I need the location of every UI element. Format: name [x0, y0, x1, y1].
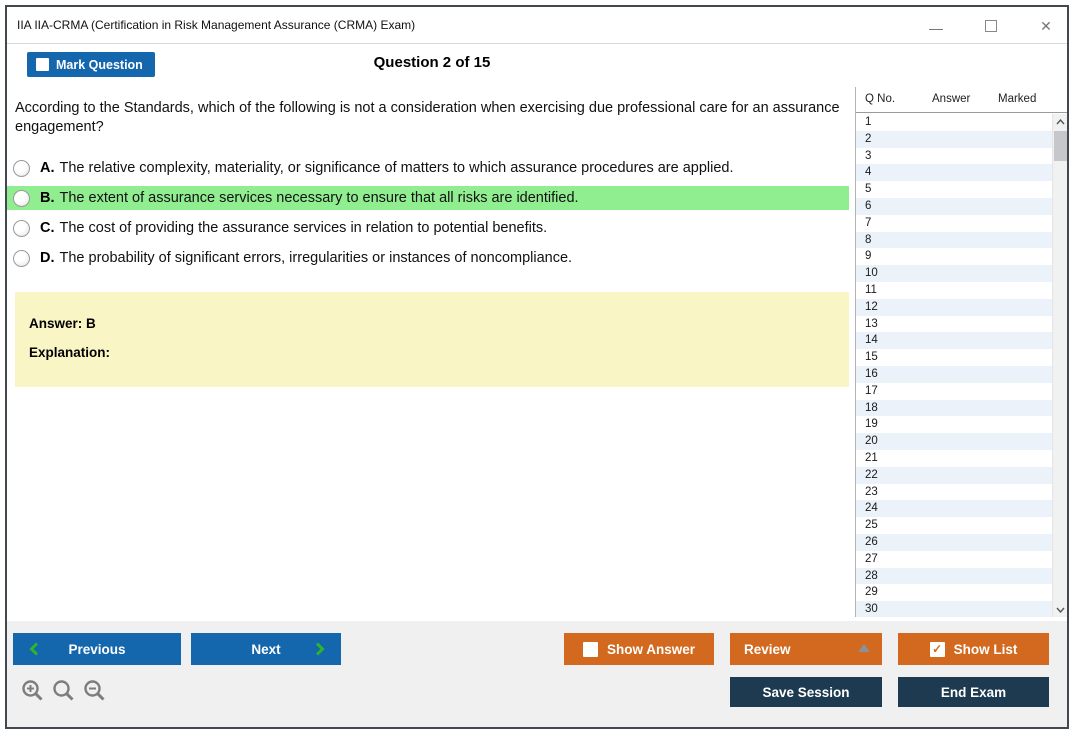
question-counter: Question 2 of 15 [373, 54, 491, 71]
question-list-row[interactable]: 29 [865, 586, 878, 599]
show-answer-label: Show Answer [606, 641, 695, 657]
question-list-row[interactable]: 3 [865, 149, 872, 162]
zoom-in-icon[interactable] [21, 679, 45, 703]
question-list-row[interactable]: 6 [856, 197, 1052, 215]
question-list-row[interactable]: 13 [865, 317, 878, 330]
zoom-out-icon[interactable] [83, 679, 107, 703]
column-answer: Answer [932, 93, 971, 105]
question-list-rows: 1 2 3 4 5 6 7 8 9 10 11 12 13 14 15 16 17 18 19 20 21 22 23 24 2… [856, 114, 1052, 617]
option-letter: C. [40, 220, 55, 236]
question-list-row[interactable]: 4 [856, 164, 1052, 182]
answer-label: Answer: B [29, 316, 96, 331]
option-letter: A. [40, 160, 55, 176]
close-icon[interactable]: ✕ [1040, 17, 1052, 34]
exam-window: IIA IIA-CRMA (Certification in Risk Mana… [5, 5, 1069, 729]
answer-option[interactable]: A. The relative complexity, materiality,… [7, 156, 849, 180]
question-list-row[interactable]: 7 [865, 216, 872, 229]
chevron-right-icon [315, 642, 325, 659]
question-list-row[interactable]: 2 [856, 130, 1052, 148]
option-letter: D. [40, 250, 55, 266]
question-list-row[interactable]: 19 [865, 418, 878, 431]
mark-question-button[interactable]: Mark Question [27, 52, 155, 77]
option-letter: B. [40, 190, 55, 206]
titlebar: IIA IIA-CRMA (Certification in Risk Mana… [7, 7, 1067, 44]
end-exam-label: End Exam [940, 684, 1007, 700]
scrollbar-thumb[interactable] [1054, 131, 1067, 161]
previous-button[interactable]: Previous [13, 633, 181, 665]
show-list-checkbox-icon[interactable]: ✓ [929, 641, 945, 657]
question-list-row[interactable]: 14 [856, 332, 1052, 350]
save-session-label: Save Session [762, 684, 850, 700]
options-list: A. The relative complexity, materiality,… [7, 156, 855, 276]
option-text: The cost of providing the assurance serv… [59, 220, 548, 236]
footer-bar: Previous Next Show Answer Review ✓ Show … [7, 621, 1067, 727]
question-list-row[interactable]: 27 [865, 552, 878, 565]
question-list-row[interactable]: 1 [865, 116, 872, 128]
question-area: According to the Standards, which of the… [7, 82, 855, 617]
chevron-left-icon [29, 642, 39, 659]
question-list-row[interactable]: 23 [865, 485, 878, 498]
zoom-controls [21, 679, 107, 703]
question-list-row[interactable]: 9 [865, 250, 872, 263]
end-exam-button[interactable]: End Exam [898, 677, 1049, 707]
question-list-row[interactable]: 12 [856, 298, 1052, 316]
question-list-row[interactable]: 15 [865, 351, 878, 364]
previous-label: Previous [68, 641, 126, 657]
question-list-row[interactable]: 10 [856, 265, 1052, 282]
radio-icon[interactable] [13, 159, 30, 177]
answer-option[interactable]: B. The extent of assurance services nece… [7, 186, 849, 210]
scroll-up-icon[interactable] [1053, 114, 1067, 129]
question-list-row[interactable]: 26 [856, 533, 1052, 551]
scroll-down-icon[interactable] [1053, 602, 1067, 617]
radio-icon[interactable] [13, 249, 30, 267]
question-list-row[interactable]: 30 [856, 601, 1052, 617]
mark-question-label: Mark Question [56, 57, 143, 72]
dropdown-arrow-icon [858, 644, 870, 652]
answer-option[interactable]: D. The probability of significant errors… [7, 246, 849, 270]
question-list-panel: Q No. Answer Marked 1 2 3 4 5 6 7 8 9 10 11 12 13 14 1… [855, 87, 1067, 617]
mark-question-checkbox-icon[interactable] [36, 58, 49, 71]
option-text: The relative complexity, materiality, or… [59, 160, 734, 176]
answer-option[interactable]: C. The cost of providing the assurance s… [7, 216, 849, 240]
show-answer-checkbox-icon[interactable] [582, 641, 598, 657]
question-list-row[interactable]: 8 [856, 231, 1052, 249]
question-list-row[interactable]: 21 [865, 451, 878, 464]
show-answer-button[interactable]: Show Answer [564, 633, 714, 665]
window-controls: ✕ [929, 7, 1053, 44]
window-title: IIA IIA-CRMA (Certification in Risk Mana… [17, 18, 416, 32]
option-text: The extent of assurance services necessa… [59, 190, 579, 206]
next-button[interactable]: Next [191, 633, 341, 665]
question-list-row[interactable]: 28 [856, 567, 1052, 585]
radio-icon[interactable] [13, 189, 30, 207]
answer-box: Answer: B Explanation: [15, 292, 849, 387]
question-list-row[interactable]: 22 [856, 466, 1052, 484]
maximize-icon[interactable] [985, 19, 997, 32]
question-list-row[interactable]: 17 [865, 384, 878, 397]
question-list-row[interactable]: 25 [865, 519, 878, 532]
question-list-header: Q No. Answer Marked [856, 87, 1067, 113]
next-label: Next [251, 641, 281, 657]
show-list-label: Show List [953, 641, 1018, 657]
question-text: According to the Standards, which of the… [15, 100, 840, 135]
zoom-reset-icon[interactable] [52, 679, 76, 703]
review-button[interactable]: Review [730, 633, 882, 665]
question-list-row[interactable]: 16 [856, 365, 1052, 383]
save-session-button[interactable]: Save Session [730, 677, 882, 707]
header-band: Mark Question Question 2 of 15 [7, 45, 1067, 82]
explanation-label: Explanation: [29, 345, 111, 360]
question-list-row[interactable]: 20 [856, 433, 1052, 450]
scrollbar[interactable] [1052, 114, 1067, 617]
review-label: Review [744, 641, 791, 657]
question-list-row[interactable]: 18 [856, 399, 1052, 417]
minimize-icon[interactable] [929, 22, 943, 30]
radio-icon[interactable] [13, 219, 30, 237]
option-text: The probability of significant errors, i… [59, 250, 573, 266]
question-list-row[interactable]: 11 [865, 283, 877, 296]
show-list-button[interactable]: ✓ Show List [898, 633, 1049, 665]
column-marked: Marked [998, 93, 1037, 105]
question-list-row[interactable]: 5 [865, 183, 872, 196]
column-qno: Q No. [865, 93, 896, 105]
question-list-row[interactable]: 24 [856, 500, 1052, 518]
